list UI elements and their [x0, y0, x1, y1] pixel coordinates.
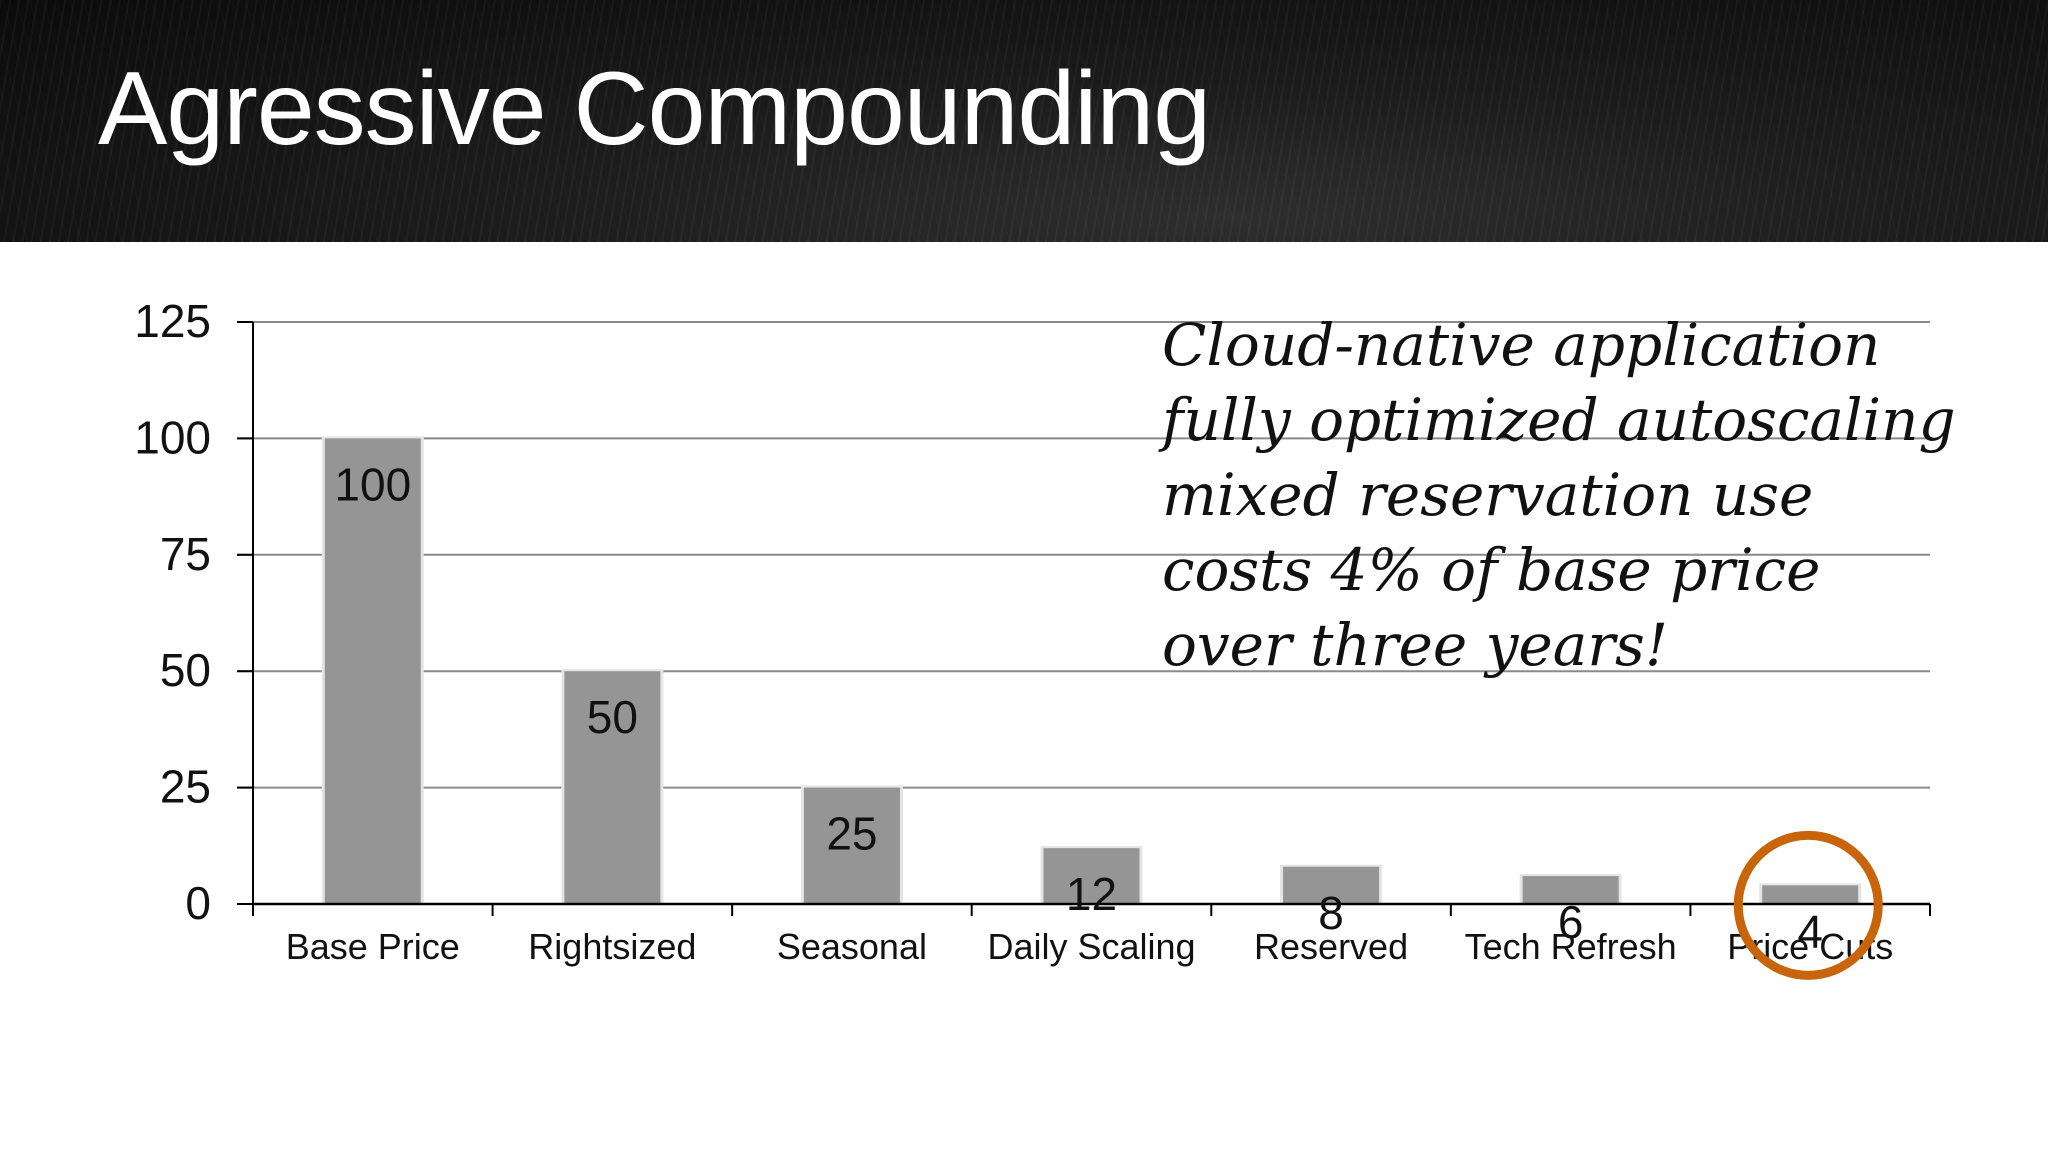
axes	[237, 321, 1931, 916]
bar	[1043, 848, 1140, 904]
data-label: 12	[1066, 868, 1117, 920]
annotation-text: Cloud-native application fully optimized…	[1162, 308, 1956, 683]
gridlines	[237, 321, 1930, 789]
x-tick-label: Rightsized	[528, 926, 696, 967]
data-label: 6	[1558, 896, 1584, 948]
y-tick-label: 50	[160, 644, 211, 696]
y-tick-label: 100	[134, 411, 211, 463]
annotation-line: over three years!	[1162, 611, 1669, 679]
annotation-line: fully optimized autoscaling	[1162, 386, 1956, 454]
x-tick-label: Tech Refresh	[1465, 926, 1677, 967]
highlight	[1733, 830, 1883, 980]
annotation-line: Cloud-native application	[1162, 311, 1881, 379]
annotation-line: costs 4% of base price	[1162, 536, 1821, 604]
bars	[321, 436, 1862, 904]
bar	[1283, 866, 1380, 904]
bar	[1762, 885, 1859, 904]
annotation-line: mixed reservation use	[1162, 461, 1814, 529]
highlight-circle	[1733, 830, 1883, 980]
x-tick-label: Base Price	[286, 926, 460, 967]
title-banner: Agressive Compounding	[0, 0, 2048, 242]
data-label: 50	[587, 691, 638, 743]
bar	[324, 438, 421, 904]
bar	[803, 787, 900, 904]
x-tick-label: Daily Scaling	[987, 926, 1195, 967]
data-label: 25	[826, 808, 877, 860]
bar	[1522, 876, 1619, 904]
data-label: 4	[1797, 905, 1823, 957]
bar	[564, 671, 661, 904]
data-label: 100	[334, 458, 411, 510]
x-tick-label: Reserved	[1254, 926, 1408, 967]
slide-title: Agressive Compounding	[98, 51, 1211, 167]
y-tick-label: 0	[185, 877, 211, 929]
banner-texture	[0, 0, 2048, 242]
y-tick-label: 125	[134, 295, 211, 347]
labels: 0 25 50 75 100 125 Base Price Rightsized Seasona…	[134, 295, 1893, 967]
y-tick-label: 75	[160, 528, 211, 580]
data-label: 8	[1318, 887, 1344, 939]
x-tick-label: Seasonal	[777, 926, 927, 967]
y-tick-label: 25	[160, 761, 211, 813]
